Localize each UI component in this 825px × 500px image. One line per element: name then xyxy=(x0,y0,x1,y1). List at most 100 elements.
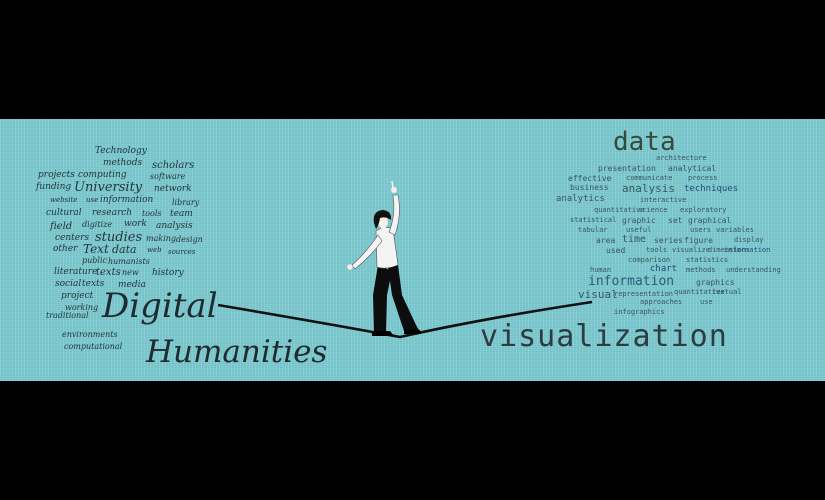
visualization-cloud-word: quantitative xyxy=(674,288,725,296)
visualization-cloud-word: graphical xyxy=(688,216,732,225)
visualization-cloud-word: used xyxy=(606,246,626,255)
visualization-cloud-word: science xyxy=(638,206,668,214)
humanities-cloud-word: history xyxy=(152,268,184,278)
visualization-cloud-word: area xyxy=(596,236,616,245)
humanities-cloud-word: sources xyxy=(168,248,196,256)
visualization-title: visualization xyxy=(480,319,728,354)
humanities-cloud-word: tools xyxy=(142,209,162,218)
visualization-cloud-word: human xyxy=(590,266,612,274)
walker-right-leg xyxy=(388,265,420,332)
tightrope-illustration xyxy=(217,180,593,339)
humanities-cloud-word: Text xyxy=(83,242,109,256)
walker-lower-hand xyxy=(347,264,353,270)
humanities-cloud-word: making xyxy=(146,234,177,243)
humanities-cloud-word: literature xyxy=(54,267,98,277)
visualization-cloud-word: chart xyxy=(650,264,678,274)
humanities-cloud-word: use xyxy=(86,196,99,204)
humanities-cloud-word: information xyxy=(100,195,154,205)
visualization-cloud-word: graphic xyxy=(622,216,656,225)
humanities-cloud-word: public xyxy=(82,256,107,265)
humanities-cloud-word: computing xyxy=(78,170,127,180)
humanities-cloud-word: scholars xyxy=(152,160,195,171)
visualization-cloud-word: tabular xyxy=(578,226,608,234)
humanities-cloud-word: cultural xyxy=(46,208,82,218)
visualization-cloud-word: statistics xyxy=(686,256,729,264)
visualization-cloud-word: set xyxy=(668,216,683,225)
humanities-cloud-word: field xyxy=(50,221,73,232)
humanities-cloud-word: data xyxy=(112,243,137,256)
humanities-cloud-word: traditional xyxy=(46,311,89,320)
walker-lower-arm xyxy=(351,234,383,270)
walker-left-leg xyxy=(373,265,392,333)
humanities-cloud-word: website xyxy=(50,196,78,204)
paper-texture xyxy=(0,119,825,381)
humanities-cloud-word: design xyxy=(176,235,203,244)
humanities-cloud-word: team xyxy=(170,209,193,219)
humanities-cloud-word: texts xyxy=(96,267,121,278)
tightrope xyxy=(217,300,593,339)
visualization-cloud-word: representation xyxy=(614,290,674,298)
humanities-cloud-word: analysis xyxy=(156,221,193,231)
visualization-cloud-word: analytics xyxy=(556,194,605,204)
visualization-cloud-word: techniques xyxy=(684,184,739,194)
humanities-cloud-word: other xyxy=(53,244,78,254)
walker-face xyxy=(378,216,388,228)
visualization-cloud-word: dimension xyxy=(708,246,746,254)
visualization-cloud-word: variables xyxy=(716,226,754,234)
visualization-cloud-word: communicate xyxy=(626,174,673,182)
visualization-cloud-word: visual xyxy=(578,288,618,301)
humanities-cloud-word: working xyxy=(65,303,99,312)
humanities-cloud-word: projects xyxy=(38,170,75,180)
humanities-cloud-word: network xyxy=(154,184,192,194)
walker-shoe-right xyxy=(404,329,421,334)
visualization-cloud-word: quantitative xyxy=(594,206,645,214)
humanities-cloud-word: library xyxy=(172,198,200,207)
humanities-cloud-word: web xyxy=(147,246,162,254)
visualization-cloud-word: textual xyxy=(712,288,742,296)
humanities-cloud-word: research xyxy=(92,208,133,218)
visualization-cloud-word: methods xyxy=(686,266,716,274)
digital-title: Digital xyxy=(102,286,218,326)
humanities-cloud-word: studies xyxy=(95,230,143,245)
visualization-cloud-word: graphics xyxy=(696,278,735,287)
humanities-cloud-word: texts xyxy=(82,279,105,289)
visualization-cloud-word: time xyxy=(622,234,647,245)
visualization-cloud-word: users xyxy=(690,226,712,234)
visualization-cloud-word: business xyxy=(570,183,609,192)
visualization-cloud-word: analytical xyxy=(668,164,717,173)
visualization-cloud-word: tools xyxy=(646,246,668,254)
data-title: data xyxy=(613,127,676,157)
visualization-cloud-word: use xyxy=(700,298,713,306)
visualization-cloud-word: visualize xyxy=(672,246,710,254)
visualization-cloud-word: comparison xyxy=(628,256,671,264)
visualization-cloud-word: analysis xyxy=(622,182,675,195)
walker-raised-arm xyxy=(388,194,400,236)
humanities-cloud-word: University xyxy=(74,180,143,195)
humanities-cloud-word: project xyxy=(61,291,94,301)
humanities-cloud-word: funding xyxy=(36,182,72,192)
humanities-cloud-word: social xyxy=(55,279,82,289)
humanities-cloud-word: humanists xyxy=(108,257,150,266)
visualization-cloud-word: useful xyxy=(626,226,652,234)
visualization-cloud-word: figure xyxy=(684,236,713,245)
banner: Technology methods scholars projects computi… xyxy=(0,119,825,381)
humanities-cloud-word: centers xyxy=(55,233,90,243)
humanities-cloud-word: work xyxy=(124,219,147,229)
visualization-cloud-word: approaches xyxy=(640,298,683,306)
humanities-cloud-word: software xyxy=(150,172,186,181)
humanities-title: Humanities xyxy=(146,334,328,370)
visualization-cloud-word: display xyxy=(734,236,764,244)
visualization-cloud-word: understanding xyxy=(726,266,781,274)
humanities-cloud-word: Technology xyxy=(95,146,147,156)
visualization-cloud-word: effective xyxy=(568,174,612,183)
visualization-cloud-word: architecture xyxy=(656,154,707,162)
humanities-cloud-word: media xyxy=(118,280,146,290)
visualization-cloud-word: interactive xyxy=(640,196,687,204)
humanities-cloud-word: new xyxy=(122,268,139,277)
visualization-cloud-word: presentation xyxy=(598,164,656,173)
visualization-cloud-word: statistical xyxy=(570,216,617,224)
walker-hair xyxy=(373,210,392,229)
humanities-cloud-word: environments xyxy=(62,330,118,339)
visualization-cloud-word: information xyxy=(588,274,675,289)
visualization-cloud-word: information xyxy=(724,246,771,254)
